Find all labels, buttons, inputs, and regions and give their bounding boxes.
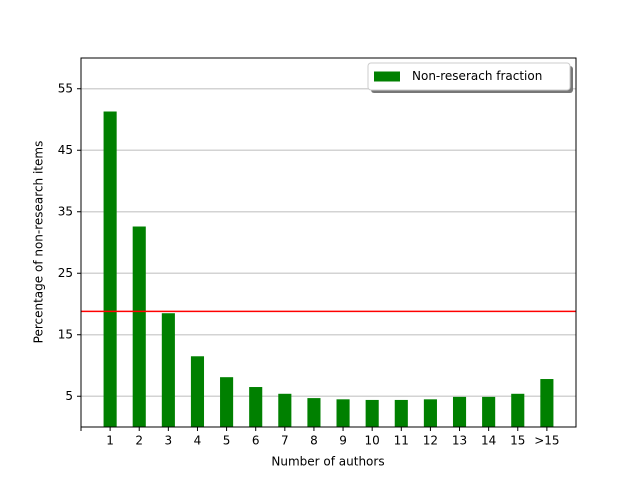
bar xyxy=(482,396,496,427)
legend-box xyxy=(367,62,571,91)
x-tick-label: 12 xyxy=(423,434,438,448)
bar xyxy=(190,356,205,427)
bar xyxy=(249,387,263,427)
bar xyxy=(336,399,350,427)
x-axis-label: Number of authors xyxy=(271,455,384,469)
legend-label: Non-reserach fraction xyxy=(412,69,542,83)
x-tick-label: 5 xyxy=(223,434,231,448)
y-axis-label: Percentage of non-research items xyxy=(32,141,46,344)
x-tick-label: 2 xyxy=(135,434,143,448)
bar xyxy=(307,398,321,427)
y-tick-label: 25 xyxy=(58,266,73,280)
plot-frame xyxy=(80,57,577,428)
x-tick-label: 13 xyxy=(452,434,467,448)
x-tick-label: 15 xyxy=(510,434,525,448)
bar xyxy=(423,399,437,427)
y-tick-label: 15 xyxy=(58,327,73,341)
y-tick-label: 45 xyxy=(58,143,73,157)
bar xyxy=(365,399,379,427)
bar xyxy=(103,111,117,427)
bar xyxy=(161,313,175,427)
y-tick-label: 55 xyxy=(58,81,73,95)
bar xyxy=(511,393,525,427)
bar xyxy=(452,396,467,427)
x-tick-label: 7 xyxy=(281,434,289,448)
x-tick-label: 6 xyxy=(252,434,260,448)
x-tick-label: 4 xyxy=(194,434,202,448)
x-tick-label: 9 xyxy=(339,434,347,448)
x-tick-label: >15 xyxy=(534,434,559,448)
y-tick-label: 35 xyxy=(58,204,73,218)
bar xyxy=(132,226,146,427)
legend-swatch xyxy=(374,71,400,82)
bar xyxy=(220,377,234,427)
x-tick-label: 3 xyxy=(165,434,173,448)
x-tick-label: 10 xyxy=(365,434,380,448)
x-tick-label: 11 xyxy=(394,434,409,448)
bar xyxy=(394,399,408,427)
x-tick-label: 1 xyxy=(106,434,114,448)
bar xyxy=(540,379,554,427)
x-tick-label: 8 xyxy=(310,434,318,448)
x-tick-label: 14 xyxy=(481,434,496,448)
bar xyxy=(278,393,292,427)
y-tick-label: 5 xyxy=(65,389,73,403)
